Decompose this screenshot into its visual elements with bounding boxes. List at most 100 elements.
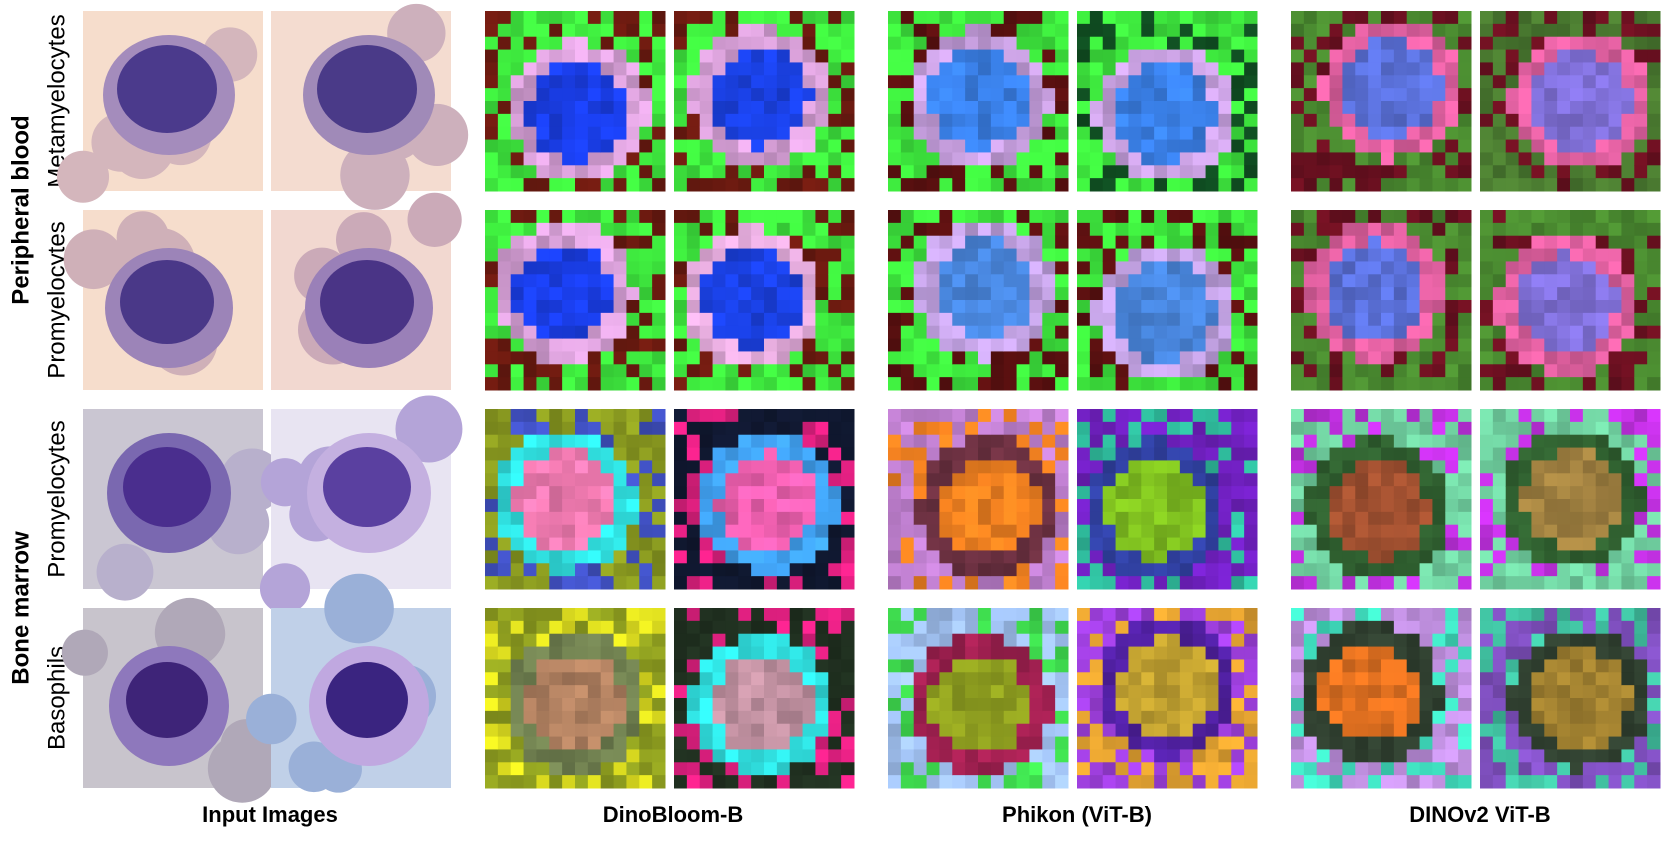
feature-pixel <box>600 672 615 686</box>
feature-pixel <box>764 377 778 391</box>
feature-pixel <box>1368 377 1382 391</box>
feature-pixel <box>1458 524 1472 539</box>
feature-pixel <box>913 537 928 551</box>
feature-pixel <box>1115 11 1129 25</box>
feature-pixel <box>536 23 550 38</box>
feature-pixel <box>802 139 816 153</box>
feature-pixel <box>802 36 816 51</box>
feature-pixel <box>926 434 940 449</box>
feature-pixel <box>1505 563 1520 577</box>
feature-pixel <box>1557 261 1571 275</box>
feature-pixel <box>1329 351 1343 365</box>
feature-pixel <box>1393 261 1408 275</box>
feature-pixel <box>1531 165 1545 179</box>
feature-pixel <box>952 486 966 500</box>
feature-pixel <box>913 736 928 750</box>
feature-pixel <box>1492 698 1507 712</box>
feature-pixel <box>1055 421 1069 436</box>
feature-pixel <box>990 222 1005 237</box>
feature-pixel <box>952 736 966 750</box>
feature-pixel <box>686 36 701 51</box>
feature-pixel <box>900 23 915 38</box>
feature-pixel <box>674 646 688 660</box>
feature-pixel <box>841 178 855 192</box>
feature-pixel <box>562 312 576 327</box>
feature-pixel <box>952 261 966 275</box>
feature-pixel <box>1544 775 1558 789</box>
feature-pixel <box>815 287 829 301</box>
feature-pixel <box>1042 300 1056 314</box>
feature-pixel <box>686 659 701 673</box>
feature-pixel <box>1445 165 1459 179</box>
feature-pixel <box>1608 659 1622 673</box>
feature-pixel <box>1406 460 1421 474</box>
feature-pixel <box>1647 338 1661 352</box>
feature-pixel <box>1154 75 1168 89</box>
feature-pixel <box>1518 749 1532 763</box>
feature-pixel <box>952 300 966 314</box>
feature-pixel <box>1102 287 1117 301</box>
feature-pixel <box>575 633 589 648</box>
feature-pixel <box>1393 723 1408 738</box>
feature-pixel <box>1115 486 1129 500</box>
feature-pixel <box>900 550 915 564</box>
feature-pixel <box>686 338 701 352</box>
feature-pixel <box>1355 434 1369 449</box>
feature-pixel <box>978 248 992 262</box>
feature-pixel <box>575 620 589 635</box>
feature-pixel <box>952 62 966 76</box>
feature-pixel <box>828 524 842 539</box>
feature-pixel <box>1077 762 1091 776</box>
feature-pixel <box>575 646 589 660</box>
feature-pixel <box>1582 165 1597 179</box>
feature-pixel <box>1329 210 1343 224</box>
feature-pixel <box>900 620 915 635</box>
feature-pixel <box>1492 672 1507 686</box>
feature-pixel <box>639 210 653 224</box>
feature-pixel <box>900 473 915 487</box>
feature-pixel <box>1381 101 1395 115</box>
feature-pixel <box>1154 576 1168 590</box>
feature-pixel <box>1595 775 1610 789</box>
feature-pixel <box>802 511 816 526</box>
feature-pixel <box>978 710 992 725</box>
feature-pixel <box>1419 608 1433 622</box>
feature-pixel <box>1647 672 1661 686</box>
feature-pixel <box>926 101 940 115</box>
feature-pixel <box>549 460 563 474</box>
feature-pixel <box>600 473 615 487</box>
feature-pixel <box>926 364 940 378</box>
feature-pixel <box>699 421 714 436</box>
feature-pixel <box>1316 659 1331 673</box>
feature-pixel <box>1595 338 1610 352</box>
feature-pixel <box>1179 749 1194 763</box>
feature-pixel <box>1505 576 1520 590</box>
feature-pixel <box>1042 486 1056 500</box>
feature-pixel <box>1647 75 1661 89</box>
feature-pixel <box>1205 563 1219 577</box>
feature-pixel <box>776 101 791 115</box>
feature-pixel <box>1102 248 1117 262</box>
feature-pixel <box>1445 364 1459 378</box>
feature-pixel <box>1342 261 1356 275</box>
feature-pixel <box>549 749 563 763</box>
feature-pixel <box>497 486 512 500</box>
feature-pixel <box>1544 23 1558 38</box>
feature-pixel <box>1029 550 1043 564</box>
feature-pixel <box>888 460 902 474</box>
feature-pixel <box>751 165 765 179</box>
feature-pixel <box>1419 178 1433 192</box>
feature-pixel <box>600 646 615 660</box>
feature-pixel <box>751 576 765 590</box>
feature-pixel <box>1595 101 1610 115</box>
feature-pixel <box>1244 473 1258 487</box>
feature-pixel <box>1355 511 1369 526</box>
feature-pixel <box>1089 351 1104 365</box>
feature-pixel <box>1480 101 1494 115</box>
feature-pixel <box>699 364 714 378</box>
feature-pixel <box>1544 274 1558 288</box>
feature-pixel <box>1518 261 1532 275</box>
feature-pixel <box>1406 486 1421 500</box>
feature-pixel <box>1089 749 1104 763</box>
feature-pixel <box>674 723 688 738</box>
